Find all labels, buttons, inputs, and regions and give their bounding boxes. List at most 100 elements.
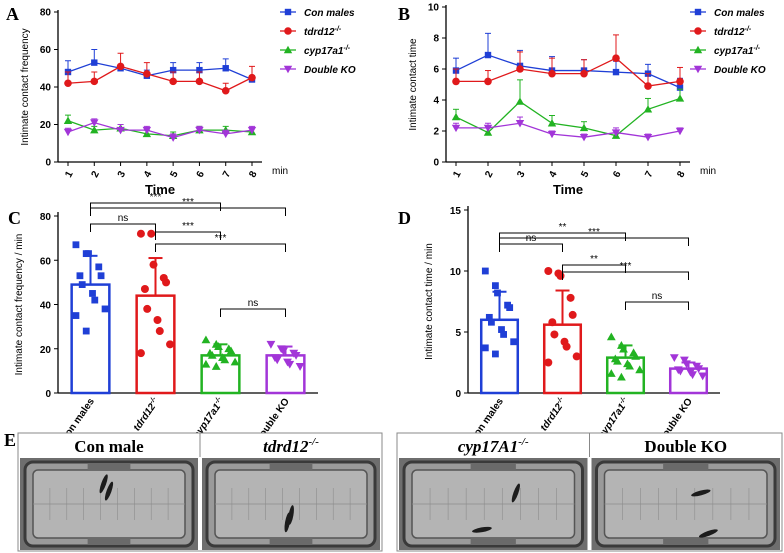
series-line — [67, 65, 253, 92]
y-tick-label: 0 — [45, 158, 51, 169]
bar — [70, 283, 111, 395]
y-tick-label: 60 — [40, 45, 52, 56]
bar-group-3 — [668, 354, 709, 395]
data-point — [226, 346, 236, 355]
photo-group-left: Con male tdrd12-/- — [17, 432, 383, 552]
data-point — [63, 128, 73, 137]
y-axis-title: Intimate contact time — [408, 38, 419, 131]
y-tick-label: 80 — [40, 8, 52, 19]
y-tick-label: 0 — [433, 158, 439, 169]
data-point — [606, 369, 616, 377]
data-point — [492, 350, 499, 358]
y-tick-label: 5 — [455, 328, 461, 339]
x-tick-label: 1 — [451, 169, 464, 179]
y-tick-label: 2 — [433, 127, 439, 138]
significance-label: *** — [182, 221, 194, 232]
data-point — [195, 77, 204, 86]
data-point — [494, 289, 501, 297]
significance-label: *** — [215, 233, 227, 244]
data-point — [612, 68, 620, 76]
data-point — [136, 229, 145, 238]
tank-handle-top — [470, 463, 516, 470]
data-point — [97, 272, 105, 280]
data-point — [82, 327, 90, 335]
significance-bracket: *** — [155, 233, 286, 252]
significance-label: *** — [182, 197, 194, 208]
data-point — [547, 130, 557, 139]
data-point — [85, 250, 92, 258]
legend-marker — [284, 8, 292, 16]
panel-label-b: B — [398, 4, 410, 24]
data-point — [153, 315, 162, 324]
data-point — [484, 77, 492, 86]
x-unit-label: min — [272, 166, 288, 177]
data-point — [90, 119, 99, 127]
bar-group-2 — [200, 335, 241, 395]
data-point — [149, 260, 158, 269]
x-tick-label: 7 — [643, 169, 656, 179]
data-point — [451, 124, 461, 133]
legend-marker — [694, 27, 702, 35]
series-line — [67, 120, 253, 137]
data-point — [221, 130, 230, 139]
data-point — [72, 241, 80, 249]
legend-label: tdrd12-/- — [714, 26, 752, 38]
data-point — [201, 359, 211, 368]
fish — [511, 483, 520, 503]
data-point — [162, 278, 171, 287]
significance-bracket: *** — [90, 197, 286, 216]
x-tick-label: 8 — [247, 169, 260, 179]
x-tick-label: 7 — [221, 169, 234, 179]
legend-label: tdrd12-/- — [304, 26, 342, 38]
y-axis-title: Intimate contact time / min — [424, 243, 435, 360]
y-tick-label: 4 — [433, 96, 439, 107]
data-point — [248, 73, 256, 82]
data-point — [196, 66, 203, 74]
bracket-line — [155, 231, 221, 240]
data-point — [613, 356, 622, 365]
data-point — [76, 272, 84, 280]
bracket-line — [499, 237, 689, 246]
data-point — [295, 363, 305, 371]
photo-header: Double KO — [644, 437, 727, 456]
data-point — [485, 313, 493, 321]
data-point — [279, 347, 288, 356]
data-point — [498, 326, 505, 333]
data-point — [451, 112, 461, 121]
tank-photo — [399, 458, 588, 550]
y-tick-label: 6 — [433, 65, 439, 76]
x-tick-label: 5 — [579, 169, 592, 179]
data-point — [169, 66, 177, 74]
y-axis-title: Intimate contact frequency / min — [14, 234, 25, 376]
data-point — [63, 116, 73, 124]
data-point — [566, 293, 575, 302]
tank-photo — [20, 458, 198, 550]
data-point — [547, 119, 557, 127]
data-point — [698, 372, 708, 381]
series-1: tdrd12-/- — [452, 26, 752, 90]
data-point — [562, 342, 571, 351]
data-point — [168, 134, 178, 142]
panel-label-a: A — [6, 4, 19, 24]
data-point — [136, 349, 145, 358]
x-tick-label: 2 — [483, 169, 496, 179]
significance-bracket: ns — [90, 213, 156, 232]
data-point — [140, 285, 149, 294]
data-point — [669, 354, 679, 363]
data-point — [72, 312, 80, 319]
data-point — [675, 127, 685, 136]
data-point — [220, 355, 230, 364]
bracket-line — [562, 271, 689, 280]
x-tick-label: 3 — [515, 169, 528, 179]
data-point — [544, 358, 553, 367]
data-point — [201, 335, 211, 344]
fish — [99, 474, 108, 494]
data-point — [101, 305, 109, 313]
y-axis-title: Intimate contact frequency — [20, 28, 31, 145]
bracket-line — [625, 301, 689, 310]
significance-bracket: *** — [499, 227, 689, 246]
x-unit-label: min — [700, 166, 716, 177]
data-point — [550, 330, 559, 339]
data-point — [676, 84, 684, 91]
significance-label: *** — [620, 261, 632, 272]
